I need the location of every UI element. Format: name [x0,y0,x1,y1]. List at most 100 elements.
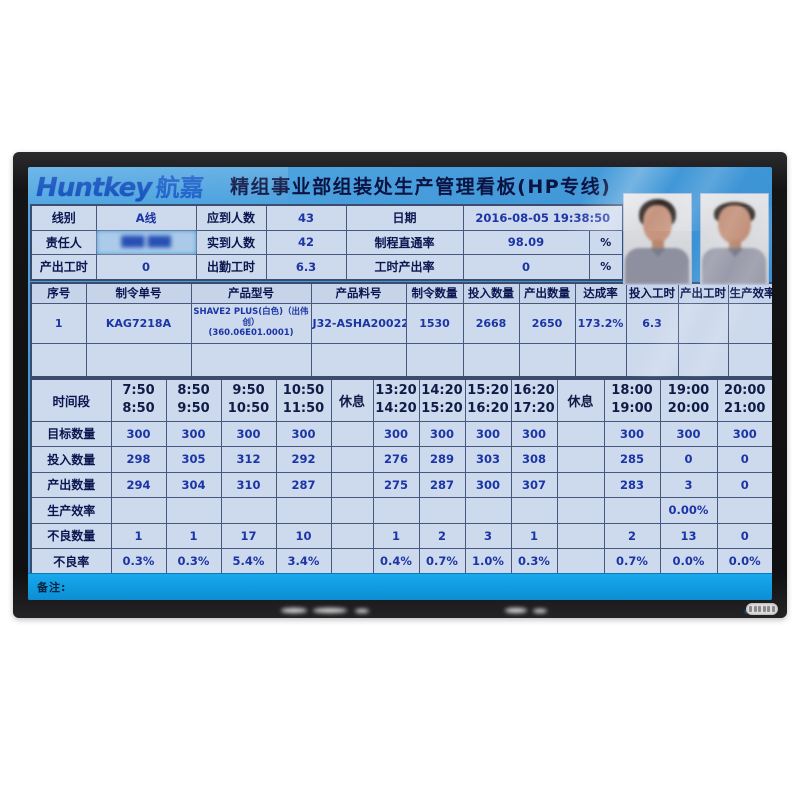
slot-end: 20:00 [667,401,710,416]
metric-row: 不良率 0.3% 0.3% 5.4% 3.4% 0.4% 0.7% 1.0% 0.3% 0.7% 0… [30,548,772,575]
metric-cell: 13 [659,522,718,549]
info-value: ███ ███ [95,229,197,255]
info-label: 应到人数 [195,204,267,231]
slot-end: 16:20 [467,401,509,416]
metric-cell [110,497,167,524]
metric-cell: 304 [165,471,222,498]
info-row: 责任人 ███ ███ 实到人数 42 制程直通率 98.09% [30,229,624,255]
info-label: 工时产出率 [345,254,464,280]
metric-row: 不良数量 1 1 17 10 1 2 3 1 2 13 0 [30,522,772,549]
info-label: 责任人 [30,229,97,255]
metric-cell: 300 [275,420,332,447]
metric-row: 目标数量 300 300 300 300 300 300 300 300 300 300 300 [30,420,772,447]
order-cell [30,342,87,377]
production-table-header-row: 序号 制令单号 产品型号 产品料号 制令数量 投入数量 产出数量 达成率 投入工时 产出工时 生产效… [30,282,772,304]
metric-cell: 300 [659,420,718,447]
metric-cell: 292 [275,446,332,473]
time-slot-header: 15:20 16:20 [464,378,512,422]
metric-cell: 300 [603,420,661,447]
hourly-output-table: 时间段 7:50 8:50 8:50 9:50 9:50 10:50 10:50 11:50 休息… [30,377,772,576]
metric-cell: 276 [372,446,420,473]
metric-cell: 300 [716,420,772,447]
column-header: 产出工时 [677,282,729,304]
info-value: 98.09 [462,229,590,255]
slot-start: 10:50 [282,383,325,399]
order-cell: J32-ASHA20022R [310,302,407,344]
metric-cell: 0 [716,471,772,498]
column-header: 产品型号 [190,282,312,304]
metric-cell: 300 [464,471,512,498]
logo-text-en: Huntkey [36,173,152,203]
metric-cell [556,446,605,473]
order-cell [727,342,772,377]
metric-cell: 0 [716,522,772,549]
slot-start: 8:50 [177,383,210,399]
column-header: 序号 [30,282,87,304]
slot-start: 15:20 [467,383,509,399]
slot-start: 18:00 [611,383,653,399]
order-cell [405,342,464,377]
info-label: 产出工时 [30,254,97,280]
info-value: 2016-08-05 19:38:50 [462,204,624,231]
metric-cell [330,471,374,498]
metric-cell: 0.3% [165,548,222,575]
metric-cell [556,471,605,498]
slot-end: 14:20 [375,401,417,416]
metric-cell: 287 [418,471,466,498]
metric-cell: 3 [659,471,718,498]
time-slot-header: 14:20 15:20 [418,378,466,422]
metric-cell [330,522,374,549]
metric-cell: 275 [372,471,420,498]
production-order-table: 序号 制令单号 产品型号 产品料号 制令数量 投入数量 产出数量 达成率 投入工时 产出工时 生产效… [30,281,772,378]
time-slot-header: 10:50 11:50 [275,378,332,422]
person-silhouette [701,194,768,284]
info-value: 0 [462,254,590,280]
column-header: 生产效率 [727,282,772,304]
metric-cell: 1 [510,522,558,549]
slot-end: 9:50 [177,401,210,416]
metric-cell: 283 [603,471,661,498]
metric-cell: 0 [659,446,718,473]
metric-cell [165,497,222,524]
metric-cell: 300 [372,420,420,447]
metric-cell [556,420,605,447]
slot-start: 13:20 [375,383,417,399]
info-row: 线别 A线 应到人数 43 日期 2016-08-05 19:38:50 [30,204,624,231]
metric-cell [556,548,605,575]
metric-cell: 312 [220,446,277,473]
info-label: % [588,229,624,255]
order-cell: KAG7218A [85,302,192,344]
bezel-reflection [505,608,527,613]
metric-row: 投入数量 298 305 312 292 276 289 303 308 285 0 0 [30,446,772,473]
metric-cell: 1 [165,522,222,549]
column-header: 投入工时 [625,282,679,304]
metric-label: 不良数量 [30,522,112,549]
info-label: 制程直通率 [345,229,464,255]
metric-cell [330,548,374,575]
time-slot-header: 13:20 14:20 [372,378,420,422]
info-value: 43 [265,204,347,231]
slot-end: 15:20 [421,401,463,416]
order-cell: 1 [30,302,87,344]
metric-cell: 298 [110,446,167,473]
metric-cell: 1 [372,522,420,549]
order-cell: SHAVE2 PLUS(白色)（出伟创） (360.06E01.0001) [190,302,312,344]
info-value: 0 [95,254,197,280]
metric-cell: 0.0% [659,548,718,575]
column-header: 制令数量 [405,282,464,304]
break-header: 休息 [556,378,605,422]
metric-cell: 0.3% [510,548,558,575]
time-period-label: 时间段 [30,378,112,422]
metric-cell: 307 [510,471,558,498]
info-label: 日期 [345,204,464,231]
order-cell: 2650 [518,302,576,344]
metric-cell: 303 [464,446,512,473]
bezel-reflection [355,609,369,613]
order-cell [190,342,312,377]
metric-cell [464,497,512,524]
column-header: 产品料号 [310,282,407,304]
order-cell [677,302,729,344]
remarks-bar: 备注: [28,573,772,600]
metric-cell: 300 [220,420,277,447]
metric-cell: 0.7% [418,548,466,575]
